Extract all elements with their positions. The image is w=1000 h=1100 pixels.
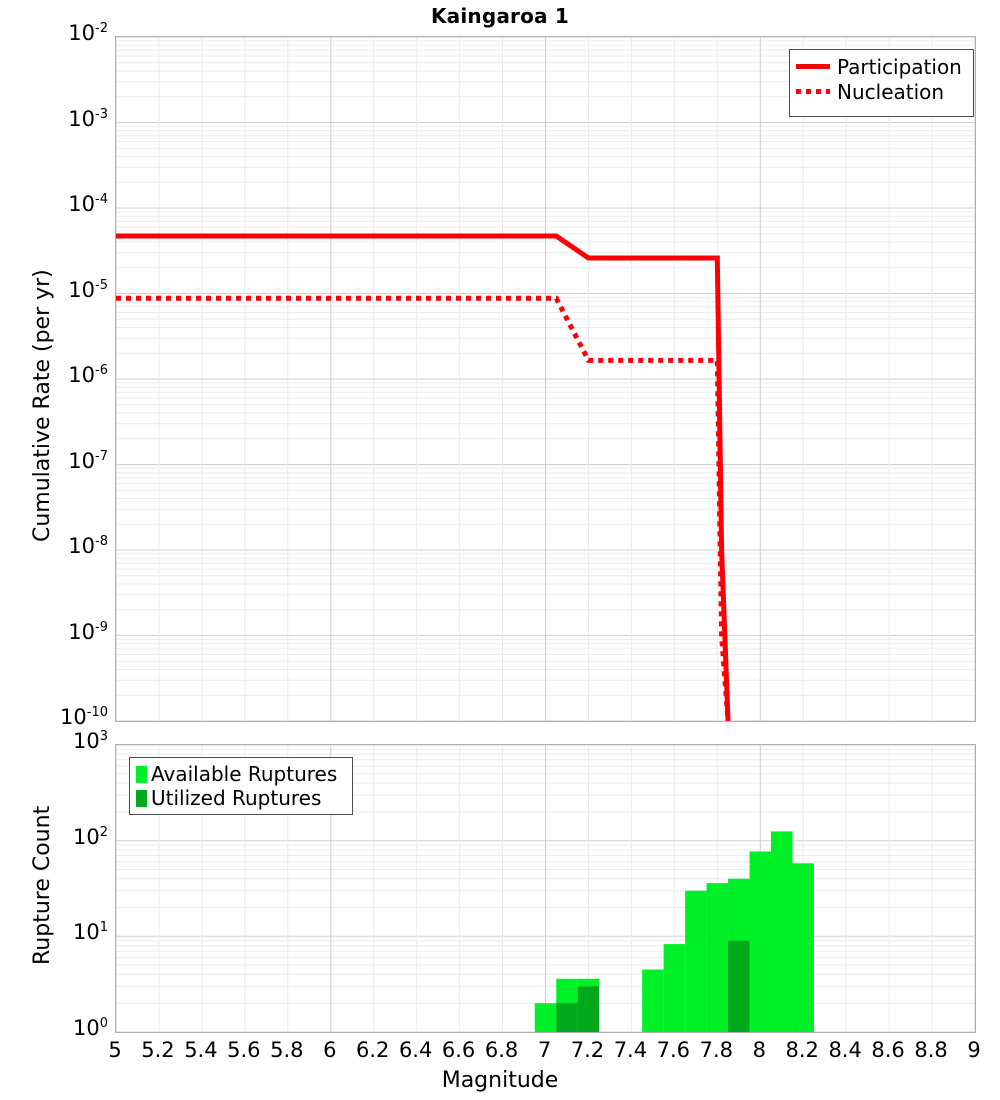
legend-label: Nucleation bbox=[837, 79, 945, 104]
x-axis-label: Magnitude bbox=[441, 1068, 559, 1093]
x-tick-label: 8 bbox=[752, 1038, 766, 1062]
rupture-count-plot bbox=[115, 744, 976, 1033]
rupture-legend: Available Ruptures Utilized Ruptures bbox=[129, 757, 353, 815]
legend-item-participation[interactable]: Participation bbox=[796, 54, 965, 79]
legend-label: Utilized Ruptures bbox=[151, 786, 322, 810]
x-tick-label: 7.2 bbox=[570, 1038, 605, 1062]
top-plot-canvas bbox=[116, 37, 975, 721]
x-tick-label: 7.8 bbox=[699, 1038, 733, 1062]
x-tick-label: 7.6 bbox=[656, 1038, 691, 1062]
x-tick-label: 5 bbox=[108, 1038, 122, 1062]
available-swatch bbox=[136, 765, 147, 783]
y-tick-label: 10-4 bbox=[68, 192, 108, 216]
rate-legend: Participation Nucleation bbox=[789, 49, 974, 117]
x-tick-label: 5.8 bbox=[270, 1038, 304, 1062]
solid-line-swatch bbox=[796, 64, 830, 69]
bottom-y-axis-label: Rupture Count bbox=[30, 805, 55, 965]
y-tick-label: 10-8 bbox=[68, 534, 108, 558]
dotted-line-swatch bbox=[796, 89, 830, 94]
x-tick-label: 7 bbox=[537, 1038, 552, 1062]
y-tick-label: 10-7 bbox=[68, 448, 108, 473]
x-tick-label: 9 bbox=[967, 1038, 981, 1062]
x-tick-label: 5.6 bbox=[227, 1038, 261, 1062]
bottom-plot-canvas bbox=[116, 745, 975, 1032]
x-tick-label: 6.8 bbox=[484, 1038, 519, 1062]
legend-item-nucleation[interactable]: Nucleation bbox=[796, 79, 965, 104]
x-tick-label: 8.8 bbox=[914, 1038, 948, 1062]
x-tick-label: 8.2 bbox=[785, 1038, 819, 1062]
x-tick-label: 6.6 bbox=[441, 1038, 476, 1062]
y-tick-label: 10-5 bbox=[68, 277, 108, 302]
y-tick-label: 10-2 bbox=[68, 21, 108, 45]
x-tick-label: 8.6 bbox=[871, 1038, 905, 1062]
cumulative-rate-plot bbox=[115, 36, 976, 722]
x-tick-label: 8.4 bbox=[828, 1038, 862, 1062]
legend-label: Available Ruptures bbox=[151, 762, 338, 786]
x-tick-label: 6.2 bbox=[355, 1038, 390, 1062]
top-y-axis-label: Cumulative Rate (per yr) bbox=[30, 269, 55, 542]
page-title: Kaingaroa 1 bbox=[430, 4, 570, 28]
x-tick-label: 6.4 bbox=[398, 1038, 433, 1062]
legend-item-available-ruptures[interactable]: Available Ruptures bbox=[136, 762, 344, 786]
y-tick-label: 10-6 bbox=[68, 363, 108, 387]
y-tick-label: 103 bbox=[72, 729, 108, 753]
x-tick-label: 7.4 bbox=[613, 1038, 648, 1062]
x-tick-label: 5.4 bbox=[184, 1038, 218, 1062]
y-tick-label: 10-9 bbox=[68, 619, 108, 644]
legend-item-utilized-ruptures[interactable]: Utilized Ruptures bbox=[136, 786, 344, 810]
x-tick-label: 6 bbox=[323, 1038, 337, 1062]
y-tick-label: 102 bbox=[72, 824, 108, 849]
x-tick-label: 5.2 bbox=[141, 1038, 175, 1062]
y-tick-label: 100 bbox=[72, 1016, 108, 1040]
y-tick-label: 10-3 bbox=[68, 106, 108, 131]
utilized-swatch bbox=[136, 789, 147, 807]
legend-label: Participation bbox=[837, 54, 962, 79]
y-tick-label: 101 bbox=[72, 920, 108, 945]
y-tick-label: 10-10 bbox=[60, 705, 108, 729]
